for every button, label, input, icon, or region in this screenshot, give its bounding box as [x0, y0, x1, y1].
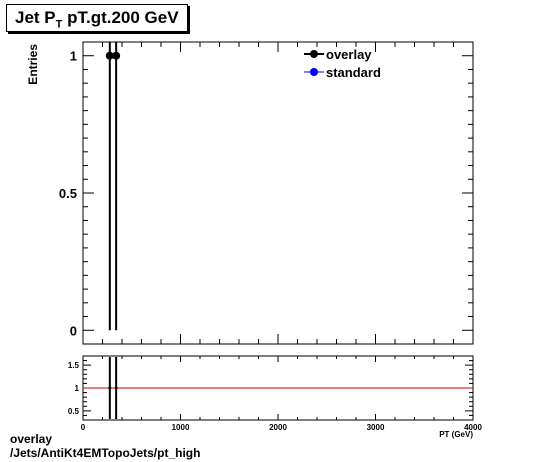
main-y-tick-label: 0: [70, 323, 77, 338]
footer-path: /Jets/AntiKt4EMTopoJets/pt_high: [10, 446, 201, 460]
ratio-x-tick-label: 4000: [464, 423, 482, 432]
ratio-data-point: [114, 386, 118, 390]
ratio-x-tick-label: 1000: [172, 423, 190, 432]
ratio-x-tick-label: 0: [81, 423, 86, 432]
ratio-y-tick-label: 1.5: [68, 361, 80, 370]
ratio-x-tick-label: 2000: [269, 423, 287, 432]
main-y-tick-label: 0.5: [59, 186, 77, 201]
legend-label-overlay: overlay: [326, 47, 372, 62]
legend-label-standard: standard: [326, 65, 381, 80]
ratio-y-tick-label: 0.5: [68, 407, 80, 416]
main-y-axis-label: Entries: [26, 44, 40, 85]
overlay-data-point: [112, 51, 121, 60]
ratio-data-point: [108, 386, 112, 390]
ratio-x-tick-label: 3000: [367, 423, 385, 432]
footer-label: overlay: [10, 432, 53, 446]
legend-marker-overlay: [310, 50, 318, 58]
overlay-data-point: [105, 51, 114, 60]
x-axis-label: PT (GeV): [439, 430, 473, 439]
chart-title: Jet PT pT.gt.200 GeV: [6, 4, 188, 32]
legend-marker-standard: [310, 68, 318, 76]
ratio-y-tick-label: 1: [75, 384, 80, 393]
main-plot-frame: [82, 41, 474, 345]
main-y-tick-label: 1: [70, 49, 77, 64]
